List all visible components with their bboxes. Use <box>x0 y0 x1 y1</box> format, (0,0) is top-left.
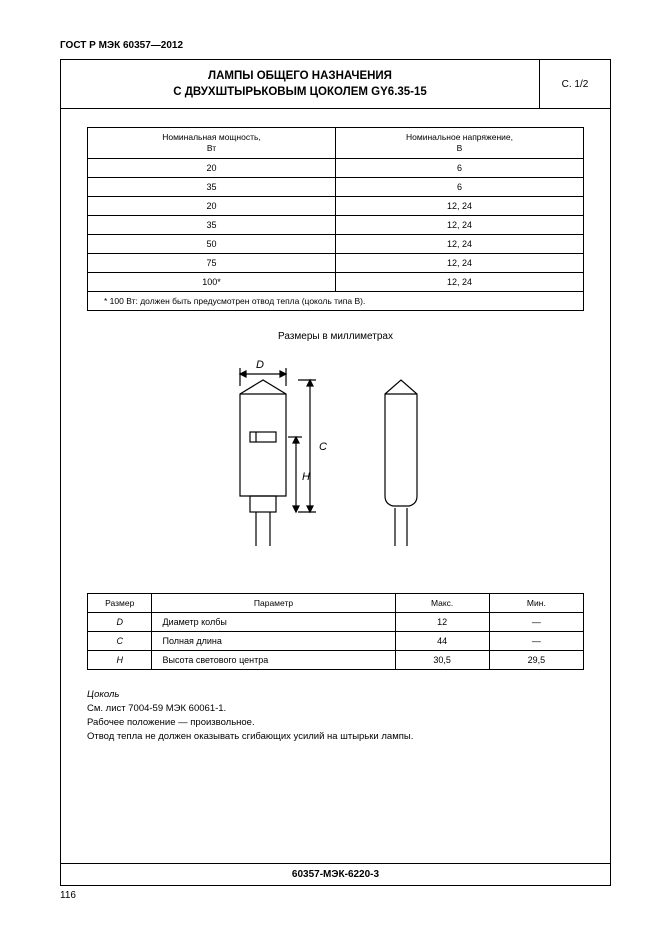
header-title-line2: С ДВУХШТЫРЬКОВЫМ ЦОКОЛЕМ GY6.35-15 <box>173 86 427 98</box>
col-power-header-l1: Номинальная мощность, <box>162 132 261 142</box>
cell-power: 50 <box>88 235 336 254</box>
cell-voltage: 12, 24 <box>336 254 584 273</box>
col-max-header: Макс. <box>395 594 489 613</box>
dimensions-table: Размер Параметр Макс. Мин. D Диаметр кол… <box>87 593 584 670</box>
cell-param: Полная длина <box>152 632 395 651</box>
cell-power: 35 <box>88 216 336 235</box>
lamp-diagram-icon: D <box>206 346 466 566</box>
col-param-header: Параметр <box>152 594 395 613</box>
header-row: ЛАМПЫ ОБЩЕГО НАЗНАЧЕНИЯ С ДВУХШТЫРЬКОВЫМ… <box>61 60 610 109</box>
header-page-ref: С. 1/2 <box>540 60 610 108</box>
cell-max: 30,5 <box>395 651 489 670</box>
table-row: 356 <box>88 178 584 197</box>
cell-voltage: 12, 24 <box>336 216 584 235</box>
page-number: 116 <box>60 890 611 901</box>
notes-heading: Цоколь <box>87 689 119 700</box>
power-voltage-table: Номинальная мощность, Вт Номинальное нап… <box>87 127 584 311</box>
diagram-caption: Размеры в миллиметрах <box>87 331 584 342</box>
cell-min: — <box>489 613 583 632</box>
cell-min: — <box>489 632 583 651</box>
col-voltage-header-l1: Номинальное напряжение, <box>406 132 513 142</box>
col-voltage-header: Номинальное напряжение, В <box>336 128 584 159</box>
table-row: H Высота светового центра 30,5 29,5 <box>88 651 584 670</box>
notes-line: Рабочее положение — произвольное. <box>87 717 255 728</box>
footer-code: 60357-МЭК-6220-3 <box>61 863 610 885</box>
col-voltage-header-l2: В <box>457 143 463 153</box>
table-row: 206 <box>88 159 584 178</box>
cell-voltage: 12, 24 <box>336 273 584 292</box>
table-row: 2012, 24 <box>88 197 584 216</box>
notes-line: См. лист 7004-59 МЭК 60061-1. <box>87 703 226 714</box>
table-row: 100*12, 24 <box>88 273 584 292</box>
document-id: ГОСТ Р МЭК 60357—2012 <box>60 40 611 51</box>
col-min-header: Мин. <box>489 594 583 613</box>
diagram-wrap: Размеры в миллиметрах D <box>87 331 584 571</box>
cell-power: 35 <box>88 178 336 197</box>
table-footnote-row: * 100 Вт: должен быть предусмотрен отвод… <box>88 292 584 311</box>
cell-power: 100* <box>88 273 336 292</box>
outer-frame: ЛАМПЫ ОБЩЕГО НАЗНАЧЕНИЯ С ДВУХШТЫРЬКОВЫМ… <box>60 59 611 886</box>
dim-label-c: C <box>319 441 327 453</box>
dim-label-h: H <box>302 471 310 483</box>
cell-param: Диаметр колбы <box>152 613 395 632</box>
cell-voltage: 12, 24 <box>336 197 584 216</box>
notes-line: Отвод тепла не должен оказывать сгибающи… <box>87 731 413 742</box>
cell-max: 44 <box>395 632 489 651</box>
notes-block: Цоколь См. лист 7004-59 МЭК 60061-1. Раб… <box>87 688 584 743</box>
cell-power: 20 <box>88 159 336 178</box>
table-row: 5012, 24 <box>88 235 584 254</box>
cell-voltage: 6 <box>336 159 584 178</box>
spacer <box>87 743 584 853</box>
cell-voltage: 12, 24 <box>336 235 584 254</box>
cell-param: Высота светового центра <box>152 651 395 670</box>
cell-power: 20 <box>88 197 336 216</box>
table-row: D Диаметр колбы 12 — <box>88 613 584 632</box>
cell-sym: H <box>88 651 152 670</box>
dim-label-d: D <box>256 359 264 371</box>
col-power-header-l2: Вт <box>207 143 216 153</box>
table-row: C Полная длина 44 — <box>88 632 584 651</box>
table-footnote: * 100 Вт: должен быть предусмотрен отвод… <box>88 292 584 311</box>
cell-max: 12 <box>395 613 489 632</box>
cell-sym: C <box>88 632 152 651</box>
col-power-header: Номинальная мощность, Вт <box>88 128 336 159</box>
page: ГОСТ Р МЭК 60357—2012 ЛАМПЫ ОБЩЕГО НАЗНА… <box>0 0 661 935</box>
content-area: Номинальная мощность, Вт Номинальное нап… <box>61 109 610 863</box>
header-title: ЛАМПЫ ОБЩЕГО НАЗНАЧЕНИЯ С ДВУХШТЫРЬКОВЫМ… <box>61 60 540 108</box>
header-title-line1: ЛАМПЫ ОБЩЕГО НАЗНАЧЕНИЯ <box>208 70 392 82</box>
table-row: 3512, 24 <box>88 216 584 235</box>
cell-min: 29,5 <box>489 651 583 670</box>
table-row: 7512, 24 <box>88 254 584 273</box>
table-header-row: Номинальная мощность, Вт Номинальное нап… <box>88 128 584 159</box>
cell-voltage: 6 <box>336 178 584 197</box>
cell-power: 75 <box>88 254 336 273</box>
cell-sym: D <box>88 613 152 632</box>
col-size-header: Размер <box>88 594 152 613</box>
table-header-row: Размер Параметр Макс. Мин. <box>88 594 584 613</box>
